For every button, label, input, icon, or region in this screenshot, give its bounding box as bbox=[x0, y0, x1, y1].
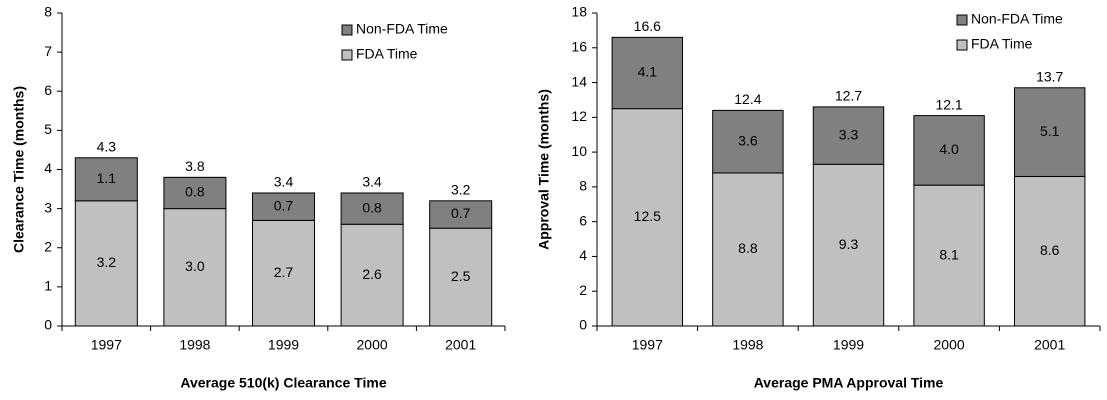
bar-segment bbox=[1013, 175, 1086, 327]
y-tick-label: 6 bbox=[44, 82, 52, 98]
total-label: 3.2 bbox=[451, 182, 471, 198]
bar-segment bbox=[74, 157, 138, 202]
y-tick-label: 3 bbox=[44, 199, 52, 215]
x-tick-label: 2001 bbox=[445, 337, 476, 353]
total-label: 13.7 bbox=[1036, 68, 1063, 84]
legend-swatch bbox=[341, 24, 353, 36]
legend-swatch bbox=[341, 49, 353, 61]
total-label: 12.4 bbox=[734, 91, 761, 107]
y-tick-label: 4 bbox=[44, 160, 52, 176]
value-label: 9.3 bbox=[839, 236, 859, 252]
y-tick-label: 16 bbox=[571, 38, 587, 54]
chart-title: Average 510(k) Clearance Time bbox=[180, 375, 386, 391]
bar-segment bbox=[611, 36, 684, 110]
y-axis-title: Approval Time (months) bbox=[536, 89, 552, 250]
legend-label: Non-FDA Time bbox=[971, 11, 1063, 27]
value-label: 0.7 bbox=[451, 205, 471, 221]
bar-segment bbox=[812, 163, 885, 327]
x-tick-label: 1997 bbox=[632, 337, 663, 353]
x-tick-label: 1999 bbox=[833, 337, 864, 353]
value-label: 8.8 bbox=[738, 240, 758, 256]
x-tick-label: 1998 bbox=[732, 337, 763, 353]
total-label: 12.7 bbox=[835, 88, 862, 104]
total-label: 16.6 bbox=[634, 18, 661, 34]
y-tick-label: 8 bbox=[44, 4, 52, 20]
y-axis-title: Clearance Time (months) bbox=[11, 86, 27, 253]
x-tick-label: 2001 bbox=[1034, 337, 1065, 353]
bar-segment bbox=[913, 115, 985, 186]
bar-segment bbox=[251, 192, 316, 221]
bar-segment bbox=[163, 176, 227, 210]
value-label: 3.6 bbox=[738, 132, 758, 148]
legend-label: FDA Time bbox=[356, 46, 418, 62]
value-label: 0.8 bbox=[362, 199, 382, 215]
value-label: 4.1 bbox=[638, 64, 658, 80]
total-label: 3.8 bbox=[185, 158, 205, 174]
value-label: 0.8 bbox=[185, 184, 205, 200]
value-label: 0.7 bbox=[274, 197, 294, 213]
value-label: 2.6 bbox=[362, 266, 382, 282]
value-label: 2.7 bbox=[274, 264, 294, 280]
x-tick-label: 2000 bbox=[934, 337, 965, 353]
y-tick-label: 7 bbox=[44, 43, 52, 59]
bar-segment bbox=[340, 192, 404, 225]
legend-label: FDA Time bbox=[971, 36, 1033, 52]
bar-segment bbox=[429, 227, 493, 327]
chart-title: Average PMA Approval Time bbox=[754, 375, 944, 391]
y-tick-label: 2 bbox=[44, 238, 52, 254]
y-tick-label: 4 bbox=[579, 247, 587, 263]
legend-swatch bbox=[956, 14, 968, 26]
total-label: 3.4 bbox=[362, 174, 382, 190]
value-label: 1.1 bbox=[97, 170, 117, 186]
value-label: 8.6 bbox=[1040, 242, 1060, 258]
bar-segment bbox=[812, 106, 885, 165]
value-label: 3.3 bbox=[839, 126, 859, 142]
value-label: 3.2 bbox=[97, 254, 117, 270]
x-tick-label: 2000 bbox=[357, 337, 388, 353]
x-tick-label: 1999 bbox=[268, 337, 299, 353]
bar-segment bbox=[712, 172, 784, 327]
bar-segment bbox=[712, 109, 784, 174]
value-label: 4.0 bbox=[939, 141, 959, 157]
total-label: 3.4 bbox=[274, 174, 294, 190]
y-tick-label: 10 bbox=[571, 143, 587, 159]
y-tick-label: 0 bbox=[579, 317, 587, 333]
value-label: 12.5 bbox=[634, 208, 661, 224]
y-tick-label: 12 bbox=[571, 108, 587, 124]
bar-segment bbox=[1013, 87, 1086, 177]
y-tick-label: 18 bbox=[571, 4, 587, 20]
bar-segment bbox=[429, 200, 493, 229]
bar-segment bbox=[163, 208, 227, 327]
y-tick-label: 0 bbox=[44, 317, 52, 333]
total-label: 4.3 bbox=[97, 138, 117, 154]
y-tick-label: 6 bbox=[579, 212, 587, 228]
total-label: 12.1 bbox=[935, 96, 962, 112]
bar-segment bbox=[913, 184, 985, 327]
y-tick-label: 1 bbox=[44, 278, 52, 294]
legend-label: Non-FDA Time bbox=[356, 21, 448, 37]
bar-segment bbox=[251, 219, 316, 327]
y-tick-label: 5 bbox=[44, 121, 52, 137]
x-tick-label: 1998 bbox=[179, 337, 210, 353]
value-label: 8.1 bbox=[939, 246, 959, 262]
legend-swatch bbox=[956, 39, 968, 51]
y-tick-label: 2 bbox=[579, 282, 587, 298]
x-tick-label: 1997 bbox=[91, 337, 122, 353]
value-label: 5.1 bbox=[1040, 123, 1060, 139]
y-tick-label: 8 bbox=[579, 178, 587, 194]
value-label: 3.0 bbox=[185, 258, 205, 274]
bar-segment bbox=[74, 200, 138, 327]
value-label: 2.5 bbox=[451, 268, 471, 284]
bar-segment bbox=[611, 108, 684, 327]
y-tick-label: 14 bbox=[571, 73, 587, 89]
